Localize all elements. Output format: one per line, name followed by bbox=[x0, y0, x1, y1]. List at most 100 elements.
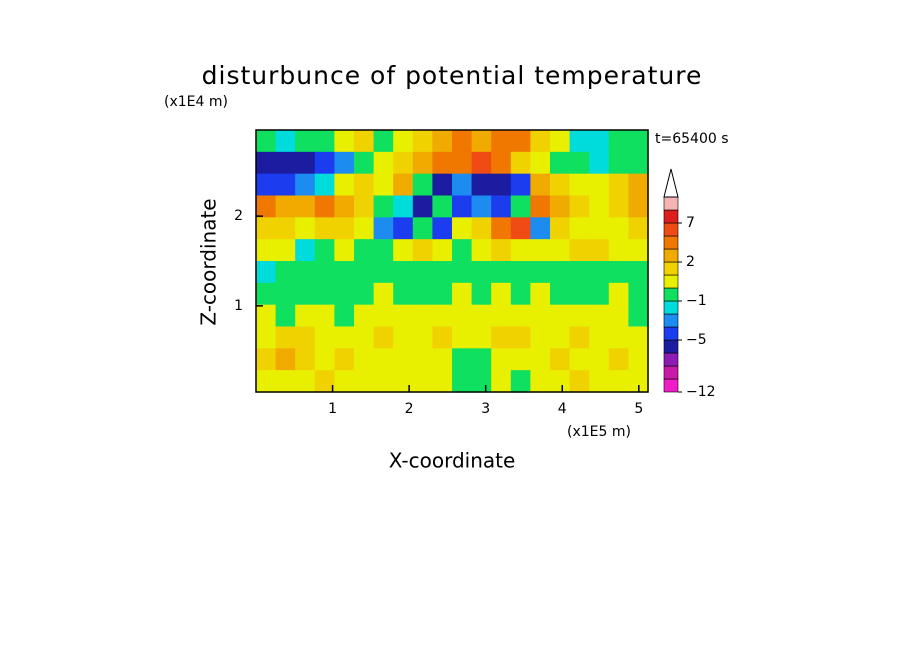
x-tick-label: 5 bbox=[634, 401, 643, 417]
field-cell bbox=[295, 173, 316, 197]
field-cell bbox=[432, 195, 453, 218]
field-cell bbox=[510, 282, 531, 306]
field-cell bbox=[354, 304, 375, 328]
field-cell bbox=[471, 217, 492, 240]
field-cell bbox=[314, 261, 335, 284]
field-cell bbox=[275, 239, 296, 262]
field-cell bbox=[510, 239, 531, 262]
field-cell bbox=[452, 326, 473, 349]
colorbar-tick-label: 2 bbox=[686, 254, 695, 270]
field-cell bbox=[530, 217, 551, 240]
field-cell bbox=[491, 130, 512, 153]
field-cell bbox=[334, 326, 355, 349]
field-cell bbox=[471, 151, 492, 175]
field-cell bbox=[628, 348, 649, 371]
field-cell bbox=[393, 239, 414, 262]
field-cell bbox=[275, 282, 296, 306]
x-tick-label: 1 bbox=[328, 401, 337, 417]
x-tick-label: 3 bbox=[481, 401, 490, 417]
field-cell bbox=[589, 370, 610, 393]
field-cell bbox=[452, 348, 473, 371]
field-cell bbox=[530, 130, 551, 153]
field-cell bbox=[628, 261, 649, 284]
field-cell bbox=[608, 326, 629, 349]
field-cell bbox=[432, 151, 453, 175]
field-cell bbox=[471, 173, 492, 197]
field-cell bbox=[452, 304, 473, 328]
y-unit: (x1E4 m) bbox=[164, 94, 228, 110]
y-tick-label: 1 bbox=[234, 298, 243, 314]
field-cell bbox=[471, 348, 492, 371]
colorbar-arrow bbox=[663, 168, 679, 198]
field-cell bbox=[354, 370, 375, 393]
field-cell bbox=[628, 130, 649, 153]
field-cell bbox=[569, 282, 590, 306]
field-cell bbox=[432, 173, 453, 197]
field-cell bbox=[295, 217, 316, 240]
field-cell bbox=[491, 370, 512, 393]
field-cell bbox=[569, 370, 590, 393]
field-cell bbox=[256, 282, 277, 306]
field-cell bbox=[510, 326, 531, 349]
field-cell bbox=[412, 304, 433, 328]
colorbar-box bbox=[663, 287, 679, 302]
field-cell bbox=[393, 130, 414, 153]
field-cell bbox=[471, 370, 492, 393]
field-cell bbox=[275, 217, 296, 240]
field-cell bbox=[412, 348, 433, 371]
field-cell bbox=[393, 173, 414, 197]
field-cell bbox=[608, 348, 629, 371]
field-cell bbox=[569, 130, 590, 153]
field-cell bbox=[471, 304, 492, 328]
field-cell bbox=[412, 130, 433, 153]
field-cell bbox=[412, 151, 433, 175]
field-cell bbox=[589, 326, 610, 349]
field-cell bbox=[334, 370, 355, 393]
field-cell bbox=[530, 239, 551, 262]
field-cell bbox=[608, 304, 629, 328]
field-cell bbox=[334, 261, 355, 284]
field-cell bbox=[275, 173, 296, 197]
colorbar-box bbox=[663, 313, 679, 328]
field-cell bbox=[373, 195, 394, 218]
colorbar-box bbox=[663, 339, 679, 354]
field-cell bbox=[354, 151, 375, 175]
field-cell bbox=[510, 151, 531, 175]
field-cell bbox=[432, 239, 453, 262]
field-cell bbox=[569, 348, 590, 371]
field-cell bbox=[334, 239, 355, 262]
field-cell bbox=[569, 326, 590, 349]
colorbar-tick-label: 7 bbox=[686, 215, 695, 231]
field-cell bbox=[373, 239, 394, 262]
colorbar-box bbox=[663, 261, 679, 276]
field-cell bbox=[530, 326, 551, 349]
field-cell bbox=[314, 326, 335, 349]
field-cell bbox=[608, 239, 629, 262]
field-cell bbox=[569, 261, 590, 284]
field-cell bbox=[589, 151, 610, 175]
field-cell bbox=[412, 282, 433, 306]
x-tick-label: 2 bbox=[405, 401, 414, 417]
field-cell bbox=[432, 348, 453, 371]
field-cell bbox=[530, 195, 551, 218]
field-cell bbox=[412, 195, 433, 218]
field-cell bbox=[256, 130, 277, 153]
field-cell bbox=[452, 195, 473, 218]
field-cell bbox=[550, 261, 571, 284]
field-cell bbox=[510, 130, 531, 153]
field-cell bbox=[432, 217, 453, 240]
field-cell bbox=[510, 195, 531, 218]
field-cell bbox=[354, 173, 375, 197]
colorbar-box bbox=[663, 196, 679, 211]
field-cell bbox=[608, 370, 629, 393]
field-cell bbox=[295, 261, 316, 284]
field-cell bbox=[510, 304, 531, 328]
field-cell bbox=[393, 217, 414, 240]
field-cell bbox=[452, 217, 473, 240]
plot-frame bbox=[255, 129, 649, 393]
colorbar-box bbox=[663, 352, 679, 367]
field-cell bbox=[569, 239, 590, 262]
field-cell bbox=[373, 348, 394, 371]
field-cell bbox=[510, 173, 531, 197]
